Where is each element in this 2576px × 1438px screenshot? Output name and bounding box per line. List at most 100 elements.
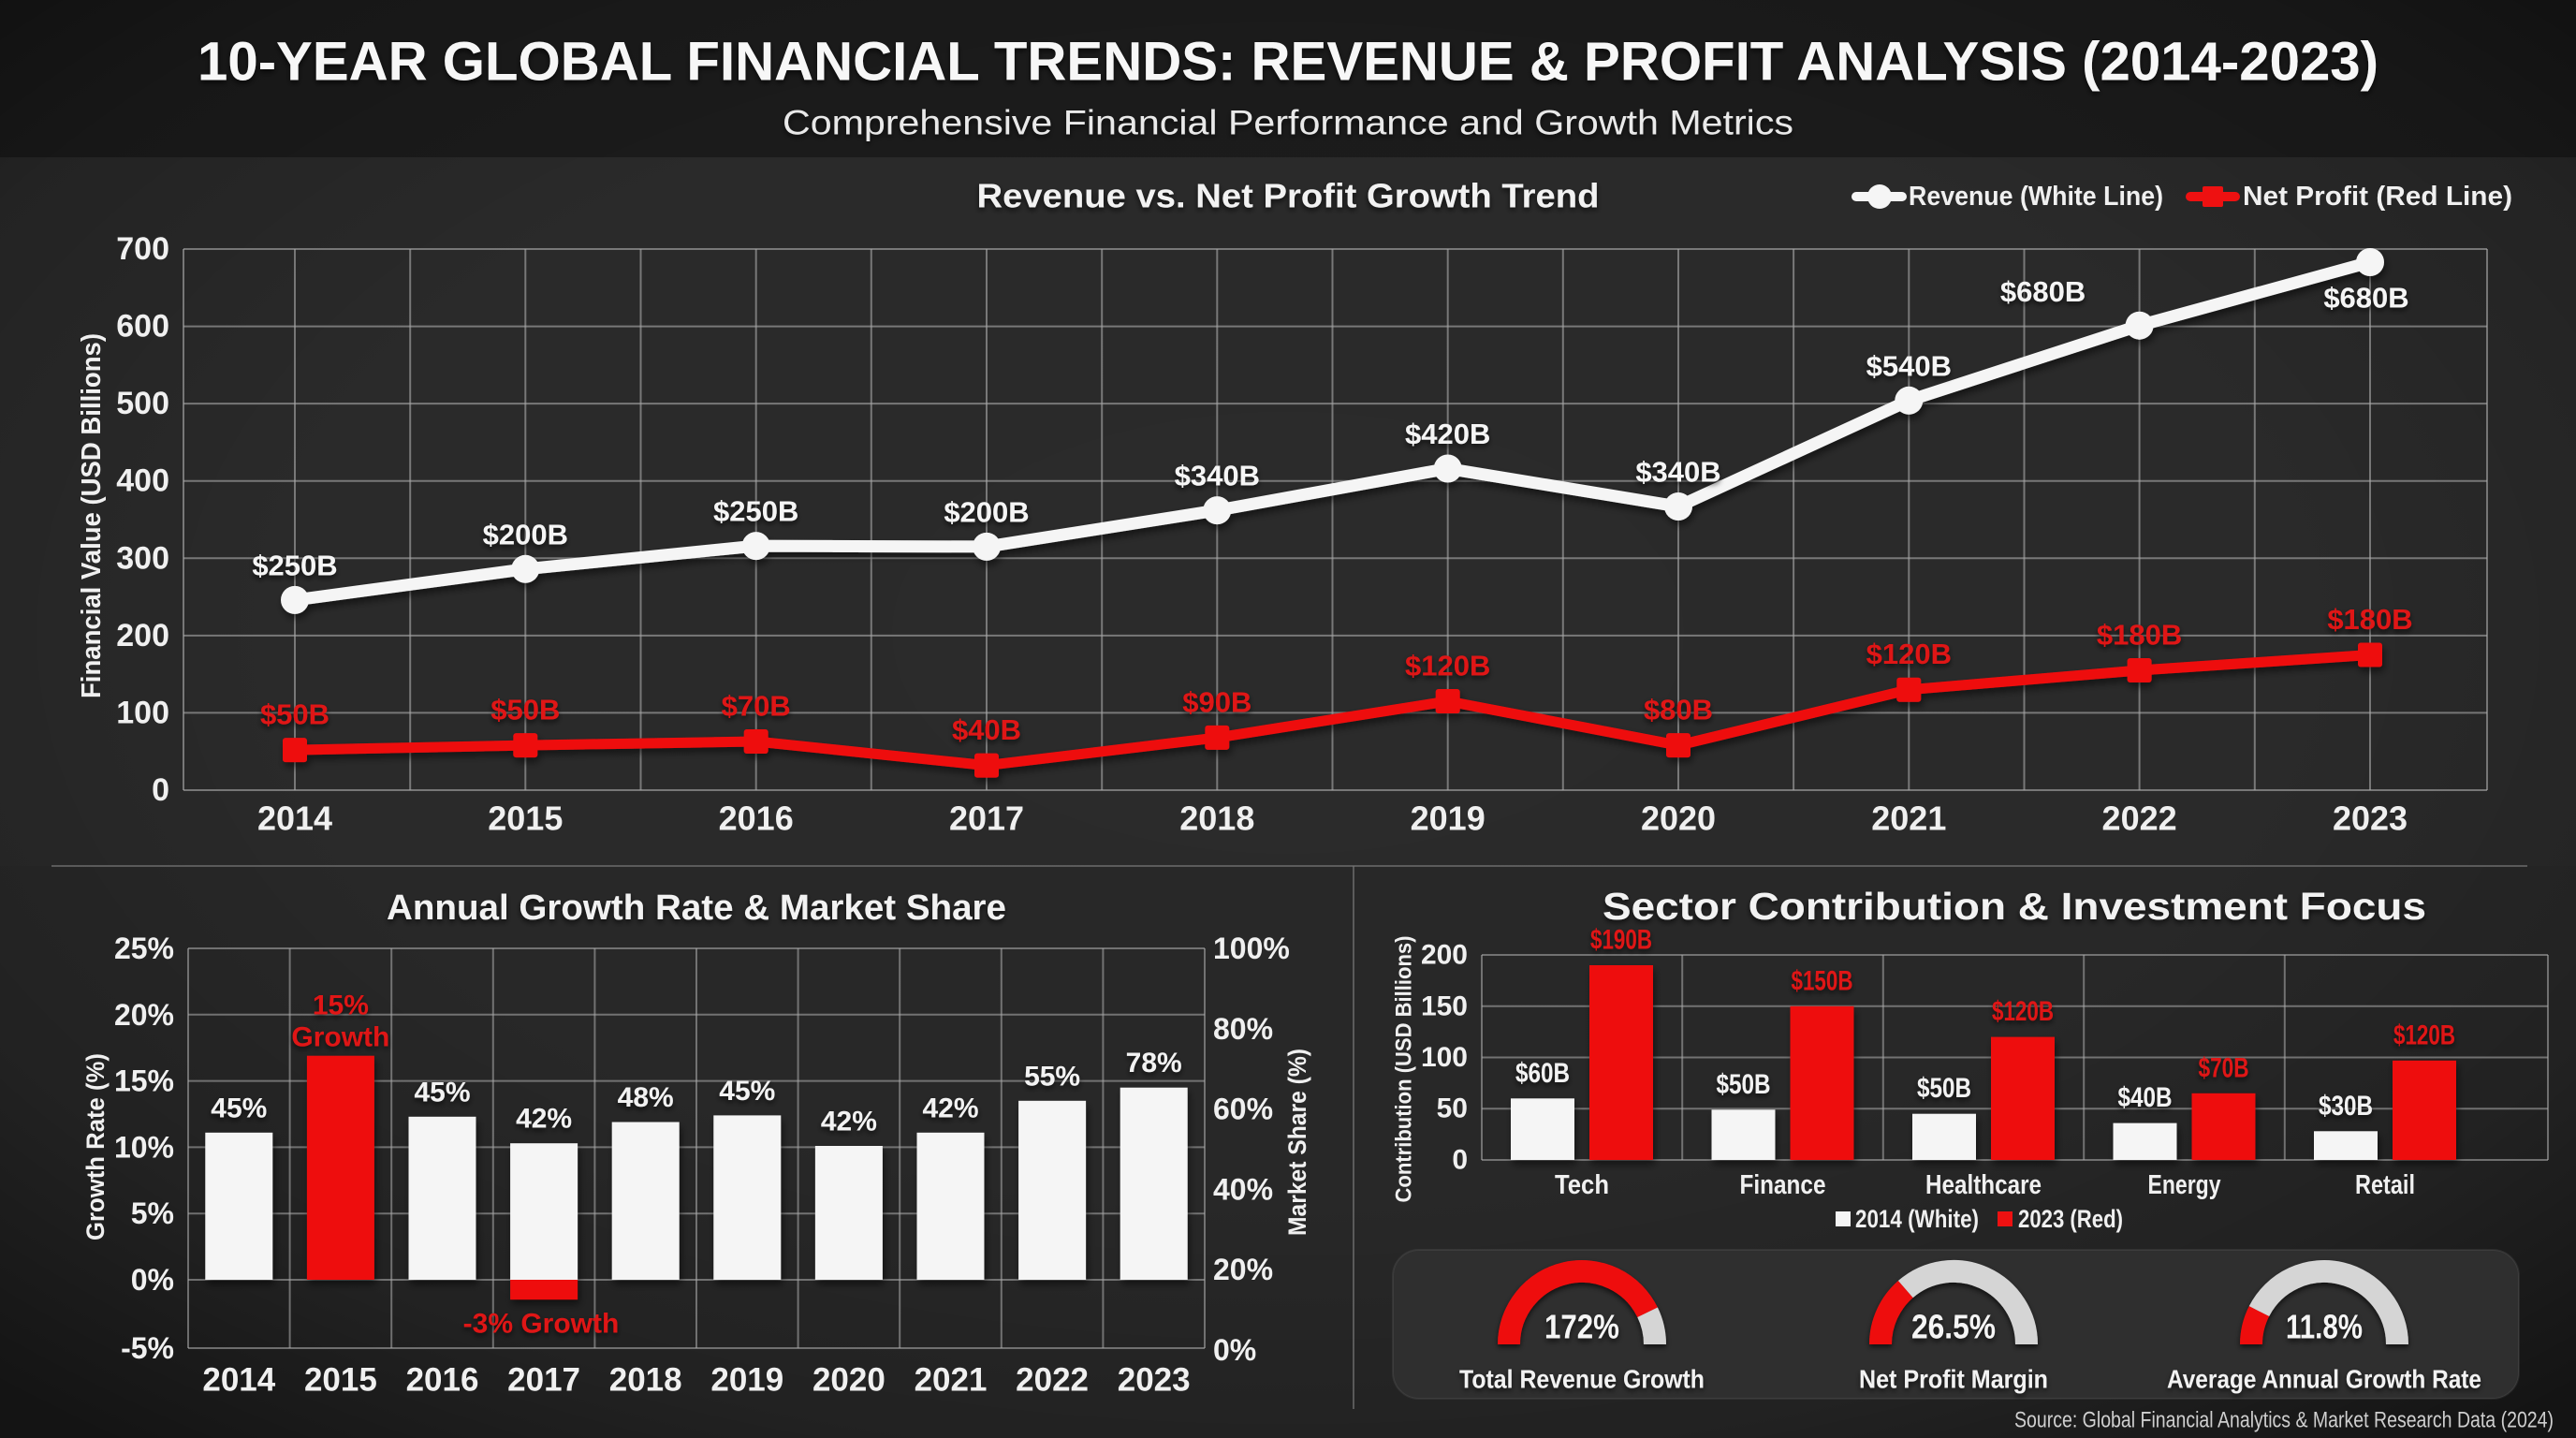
- svg-text:Healthcare: Healthcare: [1925, 1170, 2042, 1200]
- svg-text:Comprehensive Financial Perfor: Comprehensive Financial Performance and …: [783, 104, 1793, 142]
- svg-text:$540B: $540B: [1866, 349, 1952, 382]
- svg-text:Financial Value (USD Billions): Financial Value (USD Billions): [77, 333, 107, 698]
- svg-text:Contribution (USD Billions): Contribution (USD Billions): [1392, 936, 1417, 1203]
- svg-text:$180B: $180B: [2097, 619, 2182, 652]
- svg-text:300: 300: [116, 540, 169, 576]
- svg-text:Tech: Tech: [1555, 1170, 1609, 1200]
- svg-text:80%: 80%: [1213, 1012, 1273, 1046]
- svg-text:$420B: $420B: [1405, 418, 1490, 450]
- svg-text:400: 400: [116, 463, 169, 499]
- svg-text:Average Annual Growth Rate: Average Annual Growth Rate: [2167, 1365, 2481, 1394]
- svg-text:$120B: $120B: [1866, 638, 1952, 670]
- svg-text:42%: 42%: [922, 1093, 978, 1123]
- svg-text:500: 500: [116, 386, 169, 421]
- svg-text:2017: 2017: [507, 1362, 580, 1399]
- svg-text:20%: 20%: [1213, 1253, 1273, 1286]
- svg-text:2014: 2014: [257, 800, 332, 838]
- svg-text:42%: 42%: [516, 1104, 572, 1135]
- svg-text:$250B: $250B: [252, 549, 337, 581]
- svg-text:$50B: $50B: [1917, 1073, 1971, 1104]
- svg-text:2016: 2016: [719, 800, 794, 838]
- svg-text:$250B: $250B: [713, 495, 798, 528]
- svg-text:2021: 2021: [915, 1362, 988, 1399]
- svg-text:100: 100: [1421, 1042, 1468, 1073]
- svg-text:Revenue vs. Net Profit Growth: Revenue vs. Net Profit Growth Trend: [977, 177, 1600, 215]
- svg-text:Revenue (White Line): Revenue (White Line): [1909, 182, 2163, 212]
- svg-text:Market Share (%): Market Share (%): [1283, 1049, 1311, 1236]
- svg-text:$30B: $30B: [2319, 1091, 2373, 1122]
- svg-text:60%: 60%: [1213, 1093, 1273, 1126]
- svg-text:5%: 5%: [131, 1196, 174, 1230]
- svg-text:0%: 0%: [1213, 1333, 1256, 1367]
- svg-text:2023: 2023: [1118, 1362, 1191, 1399]
- svg-text:2020: 2020: [812, 1362, 886, 1399]
- svg-text:20%: 20%: [114, 998, 174, 1032]
- svg-text:2019: 2019: [710, 1362, 783, 1399]
- svg-text:2022: 2022: [1016, 1362, 1089, 1399]
- svg-text:0: 0: [152, 772, 169, 808]
- svg-text:15%: 15%: [114, 1064, 174, 1098]
- svg-text:$180B: $180B: [2327, 603, 2412, 636]
- svg-text:10%: 10%: [114, 1130, 174, 1164]
- svg-text:$340B: $340B: [1175, 460, 1260, 492]
- svg-text:2020: 2020: [1641, 800, 1716, 838]
- svg-text:Sector Contribution & Investme: Sector Contribution & Investment Focus: [1603, 885, 2426, 928]
- svg-text:$50B: $50B: [1717, 1069, 1771, 1100]
- svg-text:100: 100: [116, 695, 169, 730]
- svg-text:$120B: $120B: [1405, 650, 1490, 682]
- svg-text:Annual Growth Rate & Market Sh: Annual Growth Rate & Market Share: [387, 888, 1006, 928]
- svg-text:$200B: $200B: [944, 495, 1029, 528]
- svg-text:$120B: $120B: [1992, 996, 2054, 1027]
- svg-text:2014: 2014: [202, 1362, 275, 1399]
- svg-text:40%: 40%: [1213, 1172, 1273, 1206]
- svg-text:10-YEAR GLOBAL FINANCIAL TREND: 10-YEAR GLOBAL FINANCIAL TRENDS: REVENUE…: [198, 32, 2378, 93]
- svg-text:$50B: $50B: [490, 694, 560, 726]
- svg-text:Net Profit Margin: Net Profit Margin: [1859, 1365, 2048, 1394]
- svg-text:48%: 48%: [618, 1082, 674, 1113]
- svg-text:15%: 15%: [313, 990, 369, 1021]
- svg-text:45%: 45%: [211, 1093, 267, 1123]
- svg-text:Net Profit (Red Line): Net Profit (Red Line): [2243, 182, 2512, 212]
- svg-text:0: 0: [1452, 1145, 1468, 1176]
- svg-text:700: 700: [116, 231, 169, 267]
- svg-text:78%: 78%: [1126, 1048, 1182, 1078]
- svg-text:$200B: $200B: [483, 518, 568, 550]
- svg-text:$680B: $680B: [2323, 282, 2408, 315]
- svg-text:55%: 55%: [1024, 1061, 1080, 1092]
- svg-text:Growth Rate (%): Growth Rate (%): [81, 1053, 110, 1240]
- svg-text:Retail: Retail: [2355, 1170, 2415, 1200]
- svg-text:$50B: $50B: [260, 698, 329, 731]
- svg-text:45%: 45%: [414, 1077, 470, 1108]
- svg-text:2018: 2018: [609, 1362, 682, 1399]
- svg-text:42%: 42%: [821, 1107, 877, 1137]
- svg-text:$60B: $60B: [1515, 1058, 1570, 1089]
- svg-text:$90B: $90B: [1182, 685, 1251, 718]
- svg-text:$40B: $40B: [2118, 1082, 2173, 1113]
- svg-text:Growth: Growth: [291, 1022, 389, 1053]
- svg-text:200: 200: [116, 618, 169, 653]
- svg-text:$80B: $80B: [1644, 694, 1713, 726]
- svg-text:50: 50: [1437, 1093, 1468, 1124]
- svg-text:2015: 2015: [488, 800, 563, 838]
- svg-text:150: 150: [1421, 990, 1468, 1021]
- svg-text:$680B: $680B: [2000, 275, 2086, 308]
- svg-text:2018: 2018: [1179, 800, 1254, 838]
- svg-text:600: 600: [116, 309, 169, 345]
- svg-text:$150B: $150B: [1792, 965, 1853, 996]
- svg-text:Energy: Energy: [2148, 1170, 2221, 1200]
- svg-text:$340B: $340B: [1635, 456, 1720, 489]
- svg-text:$120B: $120B: [2393, 1020, 2455, 1050]
- svg-text:25%: 25%: [114, 932, 174, 965]
- svg-text:2019: 2019: [1411, 800, 1486, 838]
- svg-text:$70B: $70B: [722, 690, 791, 723]
- svg-text:2023: 2023: [2333, 800, 2408, 838]
- svg-text:2015: 2015: [304, 1362, 377, 1399]
- svg-text:Total Revenue Growth: Total Revenue Growth: [1459, 1365, 1705, 1394]
- svg-text:2016: 2016: [406, 1362, 479, 1399]
- svg-text:2022: 2022: [2102, 800, 2177, 838]
- svg-text:2023 (Red): 2023 (Red): [2018, 1205, 2123, 1233]
- svg-text:Finance: Finance: [1740, 1170, 1826, 1200]
- svg-text:100%: 100%: [1213, 932, 1290, 965]
- svg-text:$70B: $70B: [2199, 1052, 2249, 1083]
- svg-text:Source: Global Financial Analy: Source: Global Financial Analytics & Mar…: [2014, 1408, 2554, 1433]
